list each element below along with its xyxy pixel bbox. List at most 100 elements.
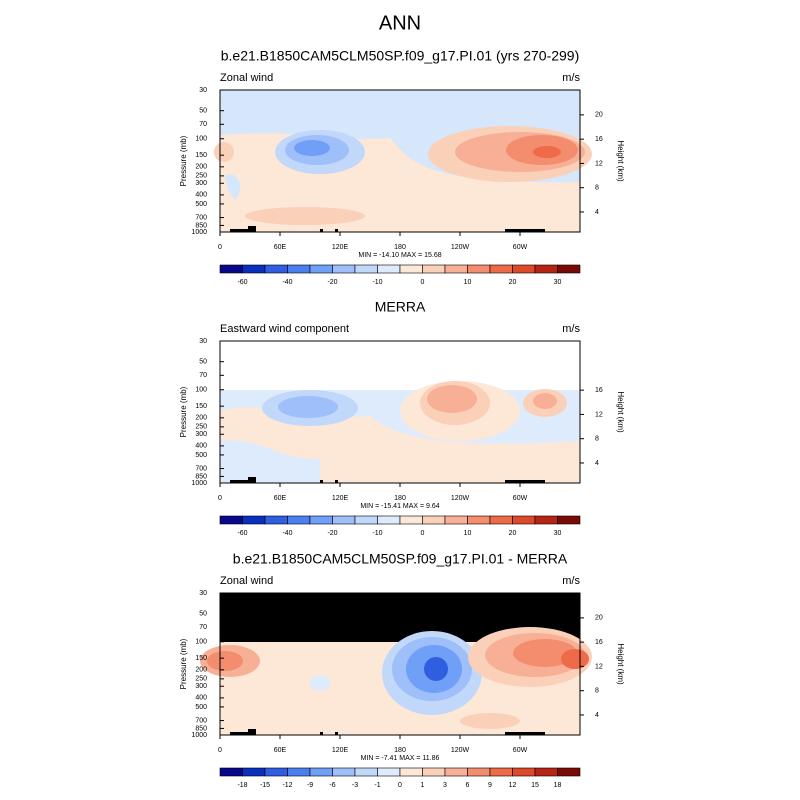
panel: b.e21.B1850CAM5CLM50SP.f09_g17.PI.01 (yr… [179,48,625,286]
contour-fill [207,651,243,671]
y2-tick-label: 20 [595,112,603,119]
topography [230,480,250,483]
colorbar-label: -15 [260,782,270,789]
y-axis-label: Pressure (mb) [179,135,188,186]
x-tick-label: 0 [218,244,222,251]
colorbar-label: -60 [237,530,247,537]
colorbar-label: -40 [282,530,292,537]
y2-tick-label: 12 [595,160,603,167]
y2-tick-label: 4 [595,209,599,216]
colorbar-box [444,515,468,525]
colorbar-label: -10 [372,279,382,286]
y-tick-label: 500 [195,704,207,711]
y-tick-label: 200 [195,667,207,674]
y-tick-label: 850 [195,725,207,732]
y-tick-label: 1000 [191,229,207,236]
colorbar-label: -6 [329,782,335,789]
contour-fill [460,713,520,729]
colorbar-box [489,767,513,777]
colorbar-box [219,264,243,274]
right-label: m/s [562,72,580,84]
colorbar-label: -10 [372,530,382,537]
y-tick-label: 1000 [191,732,207,739]
panel: b.e21.B1850CAM5CLM50SP.f09_g17.PI.01 - M… [179,551,625,789]
stats: MIN = -7.41 MAX = 11.86 [361,755,440,762]
x-tick-label: 120W [451,244,470,251]
colorbar-label: 20 [509,530,517,537]
colorbar-box [332,767,356,777]
colorbar-box [512,264,536,274]
topography [320,732,323,735]
x-tick-label: 120W [451,495,470,502]
contour-fill [310,675,330,691]
colorbar-box [332,264,356,274]
y2-tick-label: 20 [595,615,603,622]
y2-axis-label: Height (km) [616,140,625,182]
y-tick-label: 70 [199,121,207,128]
y-tick-label: 50 [199,611,207,618]
y-tick-label: 300 [195,180,207,187]
contour-fill [214,142,234,162]
y-tick-label: 250 [195,676,207,683]
topography [230,229,250,232]
y-axis-label: Pressure (mb) [179,638,188,689]
colorbar-box [534,264,558,274]
y-tick-label: 1000 [191,480,207,487]
contour-fill [245,207,365,225]
colorbar-box [377,767,401,777]
x-tick-label: 0 [218,495,222,502]
contour-fill [225,174,241,200]
panel-title: MERRA [375,299,426,315]
y-tick-label: 50 [199,108,207,115]
colorbar-box [467,767,491,777]
colorbar-label: -60 [237,279,247,286]
colorbar-label: 15 [531,782,539,789]
contour-field [200,593,592,735]
x-tick-label: 60E [274,747,287,754]
topography [230,732,250,735]
colorbar-box [242,515,266,525]
colorbar-box [557,767,581,777]
colorbar-label: 3 [443,782,447,789]
colorbar-box [287,264,311,274]
colorbar-label: -12 [282,782,292,789]
colorbar-box [332,515,356,525]
topography [320,480,323,483]
topography [505,732,545,735]
y-tick-label: 700 [195,465,207,472]
contour-fill [533,393,557,409]
colorbar-label: -1 [374,782,380,789]
colorbar-box [242,767,266,777]
y2-tick-label: 4 [595,460,599,467]
y-tick-label: 150 [195,152,207,159]
y-tick-label: 700 [195,214,207,221]
y2-tick-label: 4 [595,712,599,719]
y2-tick-label: 12 [595,411,603,418]
contour-fill [220,440,320,483]
contour-fill [427,385,477,413]
colorbar-label: -3 [352,782,358,789]
x-tick-label: 180 [394,495,406,502]
colorbar-box [219,767,243,777]
topography [335,732,338,735]
x-tick-label: 120E [332,244,349,251]
x-tick-label: 120W [451,747,470,754]
colorbar-box [422,264,446,274]
colorbar-box [557,264,581,274]
colorbar-label: 30 [554,279,562,286]
y-tick-label: 70 [199,372,207,379]
stats: MIN = -15.41 MAX = 9.64 [360,503,439,510]
colorbar-label: 9 [488,782,492,789]
colorbar-box [467,264,491,274]
y-tick-label: 70 [199,624,207,631]
y-tick-label: 100 [195,136,207,143]
contour-fill [561,649,589,669]
y-tick-label: 30 [199,590,207,597]
y2-tick-label: 8 [595,185,599,192]
y-tick-label: 250 [195,173,207,180]
y-tick-label: 700 [195,717,207,724]
colorbar-box [377,264,401,274]
colorbar-box [264,767,288,777]
